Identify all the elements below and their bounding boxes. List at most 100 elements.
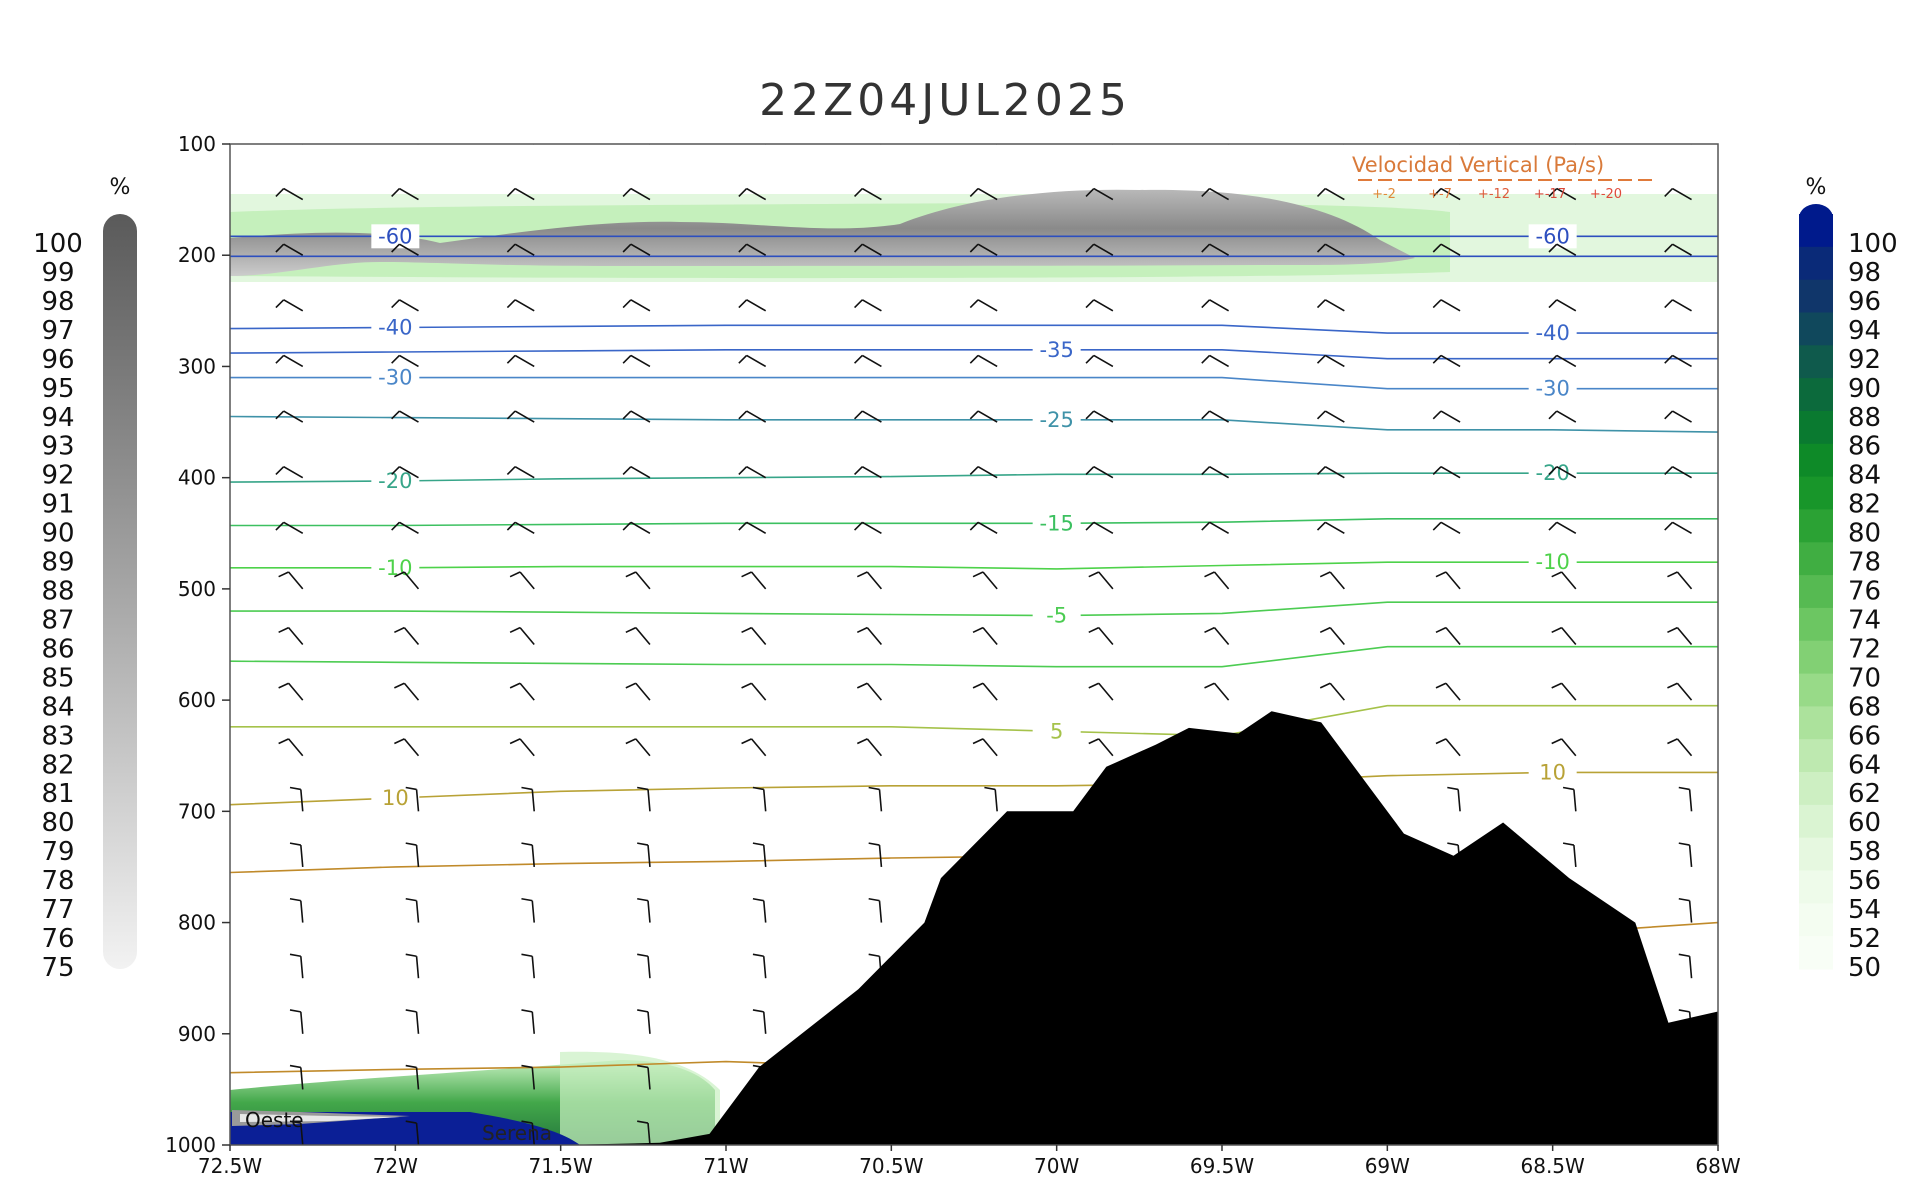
contour-label-bg — [371, 315, 420, 340]
wind-barb — [647, 900, 651, 923]
wind-barb — [1329, 571, 1345, 590]
wind-barb — [287, 682, 304, 701]
wind-barb — [635, 627, 651, 646]
wind-barb — [977, 187, 998, 201]
wind-barb-flag — [622, 466, 632, 476]
wind-barb-flag — [506, 188, 516, 197]
wind-barb-flag — [278, 682, 289, 689]
contour-label: -20 — [378, 469, 412, 493]
colorbar-left-label: 78 — [41, 866, 74, 896]
colorbar-right: % 10098969492908886848280787674727068666… — [1799, 175, 1898, 983]
wind-barb-flag — [506, 410, 516, 420]
wind-barb — [514, 187, 535, 201]
wind-barb-flag — [391, 299, 400, 309]
wind-barb — [1688, 844, 1693, 868]
wind-barb-flag — [622, 299, 632, 309]
wind-barb-flag — [1432, 188, 1442, 197]
wind-barb — [399, 354, 419, 368]
wind-barb-flag — [969, 521, 979, 531]
colorbar-right-segment — [1799, 607, 1833, 642]
wind-barb-flag — [637, 786, 649, 791]
wind-barb-flag — [969, 354, 979, 364]
wind-barb — [1098, 738, 1114, 757]
wind-barb-flag — [622, 243, 632, 253]
wind-barb-flag — [405, 1064, 417, 1069]
wind-barb-flag — [1548, 521, 1558, 531]
wind-barb-flag — [738, 299, 748, 309]
wind-barb-flag — [506, 354, 516, 364]
wind-barb-flag — [275, 410, 285, 420]
wind-barb — [1324, 299, 1345, 312]
wind-barb — [647, 956, 651, 979]
wind-barb — [878, 900, 883, 923]
wind-barb — [1556, 354, 1577, 368]
wind-barb — [1209, 299, 1230, 312]
wind-barb-flag — [1316, 466, 1326, 476]
colorbar-right-segment — [1799, 706, 1833, 740]
wind-barb-flag — [1201, 354, 1211, 364]
wind-barb-flag — [1085, 354, 1095, 364]
wind-barb-flag — [278, 738, 289, 745]
wind-barb — [415, 1123, 420, 1145]
contour-line — [230, 415, 1718, 433]
wind-barb — [283, 187, 304, 201]
wind-barb — [514, 465, 535, 479]
wind-barb — [300, 844, 304, 868]
wind-barb — [399, 521, 419, 534]
wind-barb-flag — [637, 1064, 649, 1069]
wind-barb-flag — [506, 466, 516, 476]
colorbar-right-label: 96 — [1848, 287, 1881, 317]
wind-barb-flag — [1204, 682, 1215, 689]
wind-barb — [300, 789, 304, 812]
wind-barb-flag — [1201, 410, 1211, 420]
wind-barb-flag — [1667, 571, 1678, 578]
wind-barb — [1098, 682, 1114, 701]
colorbar-left-label: 91 — [41, 490, 74, 520]
colorbar-left-label: 81 — [41, 779, 74, 809]
wind-barb — [1324, 243, 1345, 256]
wind-barb-flag — [392, 133, 400, 141]
wind-barb — [630, 521, 651, 534]
contour-label-bg — [1528, 760, 1577, 785]
wind-barb — [1213, 627, 1230, 646]
colorbar-left: % 10099989796959493929190898887868584838… — [33, 175, 137, 983]
wind-barb-flag — [969, 299, 979, 309]
wind-barb — [1440, 465, 1461, 479]
colorbar-right-label: 72 — [1848, 634, 1881, 664]
wind-barb-flag — [1667, 626, 1678, 634]
wind-barb-flag — [972, 626, 984, 634]
colorbar-left-unit: % — [110, 175, 131, 200]
wind-barb-flag — [1664, 299, 1674, 309]
wind-barb — [399, 465, 419, 479]
wind-barb-flag — [394, 571, 405, 578]
legend-entry: +-2 — [1372, 187, 1396, 202]
wind-barb-flag — [970, 133, 978, 141]
wind-barb-flag — [1664, 354, 1674, 364]
wind-barb-flag — [289, 1120, 301, 1124]
wind-barb-flag — [275, 243, 285, 253]
wind-barb — [977, 410, 998, 423]
wind-barb — [977, 521, 998, 534]
wind-barb-flag — [741, 738, 752, 745]
annotation-oeste: Oeste — [245, 1108, 304, 1132]
wind-barb-flag — [752, 842, 764, 846]
colorbar-left-label: 77 — [41, 895, 74, 925]
wind-barb-flag — [1432, 243, 1442, 253]
wind-barb-flag — [738, 243, 748, 253]
wind-barb-flag — [1551, 571, 1563, 578]
wind-barb-flag — [405, 1009, 417, 1013]
wind-barb — [1672, 187, 1692, 201]
wind-barb-flag — [1678, 842, 1690, 846]
wind-barb — [1561, 627, 1577, 646]
contour-line — [230, 518, 1718, 527]
wind-barb — [861, 299, 882, 312]
wind-barb-flag — [854, 299, 863, 309]
wind-barb-flag — [868, 897, 880, 902]
wind-barb — [1329, 627, 1345, 646]
colorbar-left-label: 95 — [41, 374, 74, 404]
colorbar-right-segment — [1799, 870, 1833, 904]
wind-barb — [531, 1011, 536, 1034]
wind-barb — [1324, 410, 1345, 423]
x-tick-label: 72W — [373, 1154, 418, 1178]
wind-barb — [995, 144, 998, 145]
